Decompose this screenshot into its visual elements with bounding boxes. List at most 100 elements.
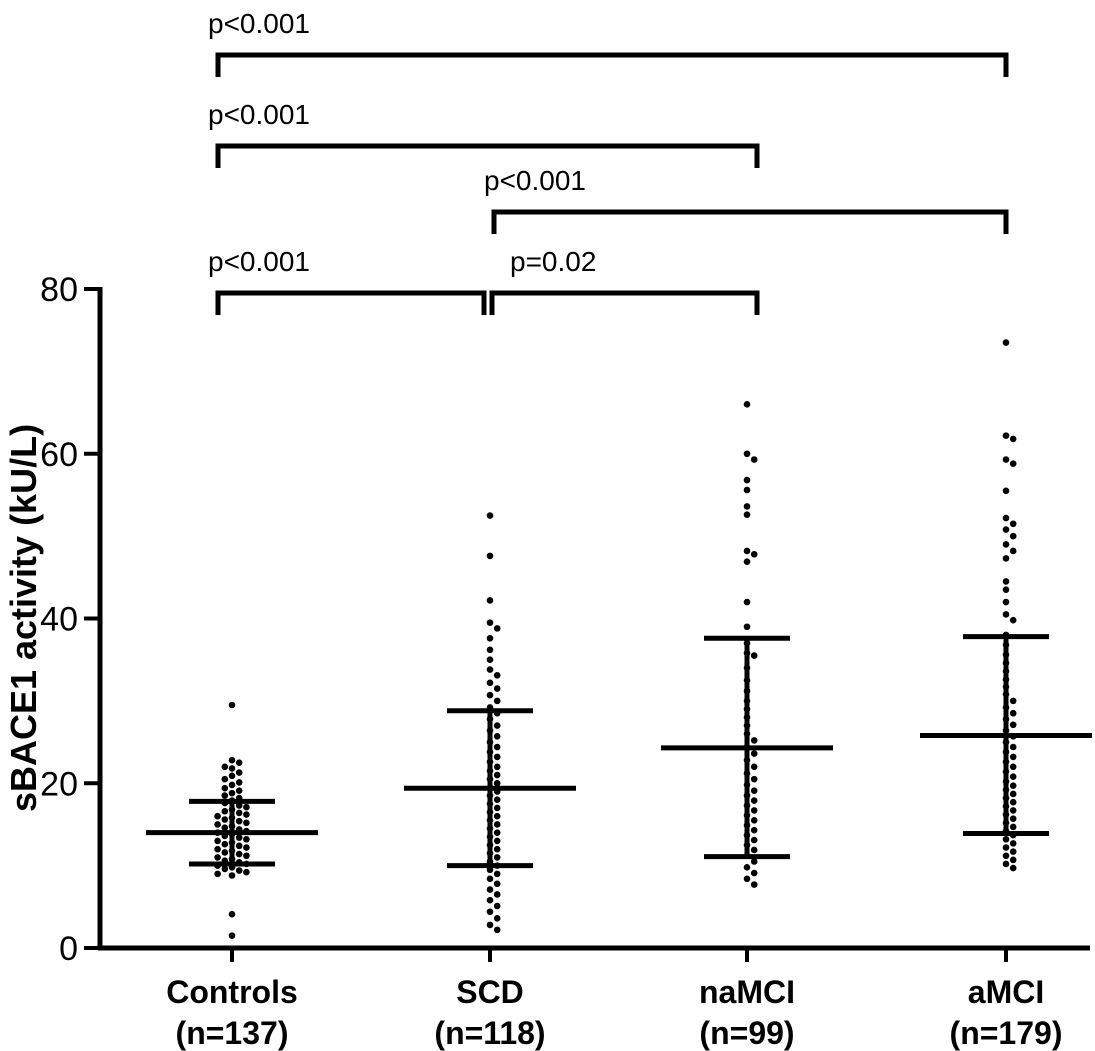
data-point-aMCI-4	[1009, 460, 1017, 467]
bracket-label-1: p<0.001	[208, 99, 310, 130]
data-point-aMCI-14	[1002, 586, 1010, 593]
y-tick-label-0: 0	[59, 930, 78, 968]
data-point-aMCI-9	[1009, 532, 1017, 540]
data-point-SCD-60	[486, 921, 494, 929]
data-point-SCD-56	[486, 896, 494, 904]
data-point-Controls-13	[221, 792, 229, 799]
data-point-naMCI-0	[743, 401, 751, 408]
data-point-Controls-30	[221, 824, 229, 832]
data-point-aMCI-59	[1002, 852, 1010, 860]
data-point-SCD-57	[493, 902, 501, 910]
data-point-SCD-0	[486, 512, 494, 519]
data-point-naMCI-2	[750, 456, 758, 463]
data-point-SCD-55	[493, 891, 501, 898]
data-point-naMCI-43	[750, 846, 758, 854]
data-point-Controls-27	[243, 819, 250, 827]
y-tick-label-40: 40	[40, 601, 78, 639]
data-point-aMCI-52	[1009, 823, 1017, 831]
data-point-SCD-52	[486, 875, 494, 883]
data-point-aMCI-11	[1009, 547, 1017, 555]
x-label-naMCI: naMCI	[699, 974, 795, 1010]
data-point-SCD-61	[493, 926, 501, 934]
data-point-naMCI-25	[750, 750, 758, 757]
data-point-SCD-7	[486, 656, 494, 663]
x-label-n-naMCI: (n=99)	[699, 1015, 794, 1051]
data-point-Controls-5	[235, 769, 243, 776]
data-point-Controls-12	[228, 789, 236, 797]
data-point-aMCI-56	[1009, 840, 1017, 847]
data-point-aMCI-60	[1009, 856, 1017, 864]
data-point-aMCI-58	[1009, 848, 1017, 855]
data-point-naMCI-48	[743, 875, 751, 883]
data-point-SCD-47	[493, 854, 501, 861]
data-point-Controls-9	[228, 781, 236, 789]
data-point-Controls-42	[243, 844, 250, 851]
data-point-Controls-43	[214, 845, 221, 853]
data-point-Controls-8	[235, 779, 243, 786]
data-point-SCD-17	[493, 722, 501, 729]
data-point-aMCI-50	[1009, 815, 1017, 822]
data-point-aMCI-55	[1002, 835, 1010, 843]
data-point-aMCI-5	[1002, 487, 1010, 495]
data-point-Controls-10	[221, 784, 229, 792]
data-point-aMCI-2	[1009, 435, 1017, 443]
data-point-aMCI-57	[1002, 844, 1010, 851]
data-point-naMCI-8	[750, 550, 758, 558]
x-label-SCD: SCD	[456, 974, 524, 1010]
data-point-Controls-55	[221, 865, 229, 873]
data-point-Controls-58	[214, 870, 221, 878]
data-point-SCD-5	[486, 634, 494, 642]
data-point-Controls-37	[243, 835, 250, 843]
data-point-Controls-57	[243, 868, 250, 876]
bracket-3	[215, 290, 487, 315]
data-point-aMCI-0	[1002, 339, 1010, 346]
data-point-naMCI-47	[750, 869, 758, 877]
x-label-Controls: Controls	[166, 974, 298, 1010]
y-axis-label: sBACE1 activity (kU/L)	[3, 424, 44, 812]
data-point-aMCI-36	[1009, 753, 1017, 761]
bracket-label-3: p<0.001	[208, 246, 310, 277]
bracket-4	[489, 290, 760, 315]
data-point-Controls-56	[235, 867, 243, 874]
data-point-Controls-6	[228, 772, 236, 780]
data-point-Controls-59	[228, 872, 236, 879]
data-point-Controls-22	[243, 811, 250, 818]
data-point-SCD-35	[493, 804, 501, 812]
data-point-SCD-45	[493, 845, 501, 853]
data-point-aMCI-6	[1002, 514, 1010, 522]
data-point-Controls-28	[214, 821, 221, 828]
data-point-aMCI-15	[1002, 598, 1010, 606]
data-point-Controls-23	[214, 812, 221, 820]
axes: 0 20 40 60 80	[40, 271, 1090, 968]
data-point-naMCI-10	[743, 598, 751, 606]
data-point-naMCI-27	[750, 763, 758, 771]
data-point-SCD-41	[493, 829, 501, 836]
x-label-n-SCD: (n=118)	[434, 1015, 545, 1051]
data-point-aMCI-3	[1002, 456, 1010, 463]
data-point-Controls-60	[228, 910, 236, 918]
data-point-SCD-9	[493, 672, 501, 679]
data-point-naMCI-33	[750, 797, 758, 804]
data-point-SCD-6	[486, 646, 494, 654]
data-point-Controls-45	[221, 849, 229, 856]
data-point-Controls-46	[235, 850, 243, 858]
data-point-naMCI-5	[743, 503, 751, 510]
data-point-Controls-38	[214, 837, 221, 845]
data-point-aMCI-7	[1009, 520, 1017, 528]
data-point-SCD-23	[493, 753, 501, 761]
bracket-1	[215, 143, 760, 168]
data-point-aMCI-16	[1002, 611, 1010, 618]
bracket-label-0: p<0.001	[208, 8, 310, 39]
x-label-aMCI: aMCI	[968, 974, 1044, 1010]
data-point-SCD-51	[493, 870, 501, 878]
data-point-aMCI-1	[1002, 432, 1010, 439]
data-point-Controls-25	[221, 816, 229, 823]
data-point-aMCI-61	[1002, 860, 1010, 868]
data-point-SCD-53	[493, 880, 501, 888]
data-point-SCD-8	[486, 666, 494, 673]
data-point-Controls-4	[228, 765, 236, 772]
data-point-aMCI-30	[1009, 721, 1017, 729]
significance-brackets: p<0.001 p<0.001 p<0.001 p<0.001 p=0.02	[208, 8, 1009, 315]
data-point-aMCI-12	[1002, 555, 1010, 562]
